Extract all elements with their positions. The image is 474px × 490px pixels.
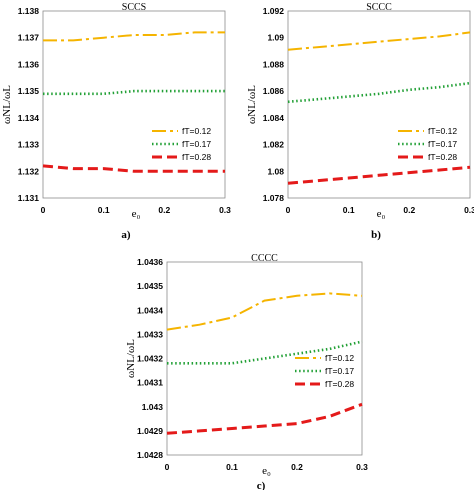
x-axis-label: e₀	[262, 465, 271, 477]
y-tick-label: 1.134	[18, 113, 40, 123]
y-axis-label: ωNL/ωL	[1, 85, 13, 124]
y-tick-label: 1.133	[18, 140, 40, 150]
x-tick-label: 0.1	[226, 462, 238, 472]
y-tick-label: 1.0434	[137, 305, 163, 315]
y-tick-label: 1.086	[263, 86, 285, 96]
y-tick-label: 1.088	[263, 59, 285, 69]
series-line-fT028	[287, 165, 471, 185]
y-tick-label: 1.0429	[137, 426, 163, 436]
x-tick-label: 0.1	[98, 205, 110, 215]
x-tick-label: 0	[41, 205, 46, 215]
x-tick-label: 0.3	[356, 462, 368, 472]
legend: fT=0.12 fT=0.17 fT=0.28	[398, 126, 457, 162]
x-axis-label: e₀	[132, 208, 141, 220]
y-tick-label: 1.0428	[137, 450, 163, 460]
y-tick-label: 1.136	[18, 59, 40, 69]
legend-label: fT=0.12	[182, 126, 211, 136]
y-tick-label: 1.137	[18, 33, 40, 43]
x-tick-label: 0	[286, 205, 291, 215]
legend: fT=0.12 fT=0.17 fT=0.28	[295, 353, 354, 389]
x-tick-label: 0.3	[219, 205, 231, 215]
chart-sccc: SCCC 1.078 1.08 1.082 1.084 1.086 1.088 1.09 1.0…	[246, 2, 474, 241]
y-tick-label: 1.0432	[137, 354, 163, 364]
series-line-fT028	[166, 402, 363, 435]
chart-title: SCCS	[122, 2, 146, 13]
x-tick-label: 0.2	[291, 462, 303, 472]
y-tick-label: 1.132	[18, 166, 40, 176]
legend-label: fT=0.28	[428, 152, 457, 162]
panel-caption: b)	[371, 229, 381, 241]
legend: fT=0.12 fT=0.17 fT=0.28	[152, 126, 211, 162]
y-tick-label: 1.131	[18, 193, 40, 203]
y-tick-label: 1.0436	[137, 257, 163, 267]
series-line-fT012	[287, 31, 471, 51]
y-tick-label: 1.043	[142, 402, 164, 412]
y-tick-label: 1.082	[263, 140, 285, 150]
y-tick-label: 1.0431	[137, 378, 163, 388]
x-tick-label: 0.1	[343, 205, 355, 215]
y-tick-label: 1.078	[263, 193, 285, 203]
legend-label: fT=0.17	[428, 139, 457, 149]
y-tick-label: 1.0433	[137, 329, 163, 339]
series-line-fT012	[43, 31, 225, 42]
y-axis-label: ωNL/ωL	[246, 85, 258, 124]
y-axis-label: ωNL/ωL	[125, 339, 137, 378]
panel-caption: c)	[257, 480, 266, 490]
y-tick-label: 1.084	[263, 113, 285, 123]
x-axis-label: e₀	[377, 208, 386, 220]
y-tick-label: 1.08	[267, 166, 284, 176]
series-line-fT028	[42, 164, 225, 173]
legend-label: fT=0.17	[182, 139, 211, 149]
legend-label: fT=0.17	[325, 366, 354, 376]
chart-title: SCCC	[366, 2, 392, 13]
series-line-fT012	[166, 292, 363, 331]
y-tick-label: 1.135	[18, 86, 40, 96]
plot-frame	[42, 10, 226, 199]
series-line-fT017	[287, 81, 471, 104]
legend-label: fT=0.12	[428, 126, 457, 136]
series-line-fT017	[43, 89, 225, 96]
chart-title: CCCC	[251, 253, 278, 264]
panel-caption: a)	[121, 229, 131, 241]
x-tick-label: 0.3	[464, 205, 474, 215]
plot-frame	[166, 261, 363, 456]
y-tick-label: 1.138	[18, 6, 40, 16]
legend-label: fT=0.12	[325, 353, 354, 363]
chart-sccs: SCCS 1.131 1.132 1.133 1.134 1.135 1.136 1.137 1…	[1, 2, 231, 241]
y-tick-label: 1.092	[263, 6, 285, 16]
plot-frame	[287, 10, 471, 199]
chart-cccc: CCCC 1.0428 1.0429 1.043 1.0431 1.0432 1.0433 1…	[125, 253, 368, 490]
legend-label: fT=0.28	[182, 152, 211, 162]
legend-label: fT=0.28	[325, 379, 354, 389]
x-tick-label: 0.2	[403, 205, 415, 215]
x-tick-label: 0.2	[158, 205, 170, 215]
y-tick-label: 1.09	[267, 33, 284, 43]
y-tick-label: 1.0435	[137, 281, 163, 291]
x-tick-label: 0	[165, 462, 170, 472]
